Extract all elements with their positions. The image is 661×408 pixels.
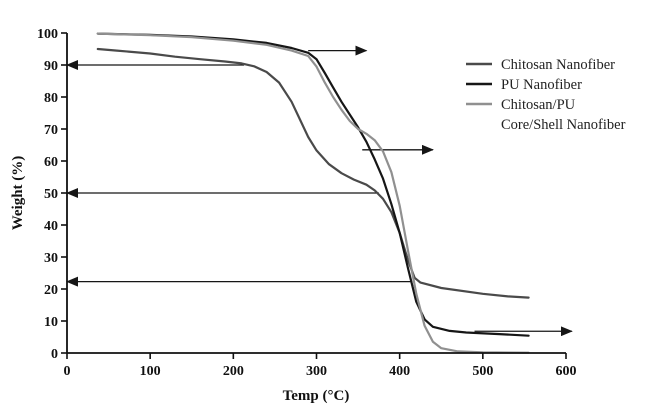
series-lines: [96, 32, 530, 354]
y-tick-label: 50: [44, 187, 58, 202]
y-tick-label: 70: [44, 123, 58, 138]
y-tick-label: 30: [44, 251, 58, 266]
x-ticks: 0 100 200 300 400 500 600: [64, 353, 577, 379]
series-line-3: [96, 32, 530, 354]
x-tick-label: 400: [389, 364, 410, 379]
x-tick-label: 600: [556, 364, 577, 379]
legend-label: PU Nanofiber: [501, 77, 582, 93]
legend-label: Core/Shell Nanofiber: [501, 117, 626, 133]
y-tick-label: 10: [44, 315, 58, 330]
x-axis-title: Temp (°C): [283, 388, 350, 404]
x-tick-label: 300: [306, 364, 327, 379]
x-tick-label: 500: [472, 364, 493, 379]
legend: Chitosan Nanofiber PU Nanofiber Chitosan/P…: [466, 57, 626, 133]
y-tick-label: 100: [37, 27, 58, 42]
axes: 0 100 200 300 400 500 600 0 10 20 30 40 50 60 70 80 90 1…: [37, 27, 577, 379]
y-tick-label: 20: [44, 283, 58, 298]
y-tick-label: 0: [51, 347, 58, 362]
x-tick-label: 200: [223, 364, 244, 379]
x-tick-label: 100: [140, 364, 161, 379]
series-line-2: [96, 32, 530, 337]
y-tick-label: 90: [44, 59, 58, 74]
series-line-1: [96, 47, 530, 299]
legend-label: Chitosan Nanofiber: [501, 57, 615, 73]
annotation-arrows: [66, 45, 573, 337]
legend-label: Chitosan/PU: [501, 97, 576, 113]
y-tick-label: 60: [44, 155, 58, 170]
plot-area: 0 100 200 300 400 500 600 0 10 20 30 40 50 60 70 80 90 1…: [37, 27, 577, 379]
x-tick-label: 0: [64, 364, 71, 379]
y-axis-title: Weight (%): [10, 156, 26, 231]
y-tick-label: 80: [44, 91, 58, 106]
y-tick-label: 40: [44, 219, 58, 234]
y-ticks: 0 10 20 30 40 50 60 70 80 90 100: [37, 27, 67, 362]
